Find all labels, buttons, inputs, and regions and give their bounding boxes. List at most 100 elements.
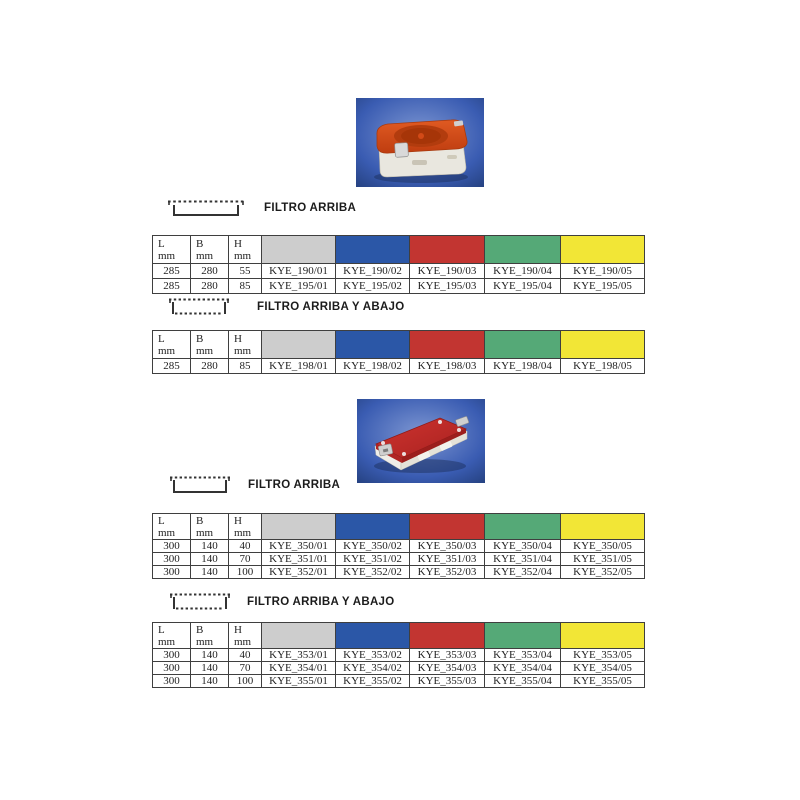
dim-value: 280 <box>190 358 229 374</box>
product-code: KYE_352/04 <box>484 565 561 579</box>
product-code: KYE_198/03 <box>409 358 485 374</box>
dim-value: 100 <box>228 674 262 688</box>
product-code: KYE_353/01 <box>261 648 336 662</box>
color-header-blue <box>335 330 410 359</box>
product-code: KYE_350/04 <box>484 539 561 553</box>
table-row: 285 280 55 KYE_190/01 KYE_190/02 KYE_190… <box>152 263 645 279</box>
product-code: KYE_354/01 <box>261 661 336 675</box>
product-code: KYE_353/02 <box>335 648 410 662</box>
color-header-green <box>484 513 561 540</box>
product-code: KYE_355/01 <box>261 674 336 688</box>
filter-top-bottom-icon <box>170 593 230 610</box>
product-code: KYE_351/04 <box>484 552 561 566</box>
dim-value: 140 <box>190 661 229 675</box>
product-code: KYE_355/05 <box>560 674 645 688</box>
table-row: 300 140 100 KYE_355/01 KYE_355/02 KYE_35… <box>152 674 645 688</box>
color-header-gray <box>261 513 336 540</box>
color-header-red <box>409 513 485 540</box>
product-code: KYE_351/01 <box>261 552 336 566</box>
filter-top-icon <box>170 476 230 493</box>
section-heading: FILTRO ARRIBA Y ABAJO <box>257 301 405 313</box>
color-header-green <box>484 235 561 264</box>
product-code: KYE_350/03 <box>409 539 485 553</box>
table-row: 285 280 85 KYE_195/01 KYE_195/02 KYE_195… <box>152 278 645 294</box>
table-row: 285 280 85 KYE_198/01 KYE_198/02 KYE_198… <box>152 358 645 374</box>
table-row: 300 140 70 KYE_354/01 KYE_354/02 KYE_354… <box>152 661 645 675</box>
flat-container-illustration <box>357 399 485 483</box>
product-code: KYE_352/02 <box>335 565 410 579</box>
product-code: KYE_195/01 <box>261 278 336 294</box>
product-code: KYE_190/05 <box>560 263 645 279</box>
color-header-red <box>409 235 485 264</box>
product-code: KYE_355/03 <box>409 674 485 688</box>
product-code: KYE_190/03 <box>409 263 485 279</box>
product-code: KYE_352/03 <box>409 565 485 579</box>
color-header-red <box>409 330 485 359</box>
product-code: KYE_353/03 <box>409 648 485 662</box>
dim-value: 280 <box>190 263 229 279</box>
product-code: KYE_352/01 <box>261 565 336 579</box>
product-code: KYE_198/01 <box>261 358 336 374</box>
dim-value: 140 <box>190 539 229 553</box>
dim-value: 140 <box>190 552 229 566</box>
dim-value: 285 <box>152 278 191 294</box>
color-header-yellow <box>560 235 645 264</box>
dim-value: 85 <box>228 358 262 374</box>
color-header-blue <box>335 622 410 649</box>
dim-value: 300 <box>152 552 191 566</box>
product-code: KYE_190/02 <box>335 263 410 279</box>
color-header-yellow <box>560 513 645 540</box>
product-code: KYE_195/05 <box>560 278 645 294</box>
product-code: KYE_354/04 <box>484 661 561 675</box>
product-code: KYE_198/02 <box>335 358 410 374</box>
product-code: KYE_351/03 <box>409 552 485 566</box>
section-heading: FILTRO ARRIBA <box>248 479 341 491</box>
product-code: KYE_195/03 <box>409 278 485 294</box>
dim-value: 140 <box>190 565 229 579</box>
section-head-4: FILTRO ARRIBA Y ABAJO <box>168 592 395 612</box>
dim-value: 285 <box>152 358 191 374</box>
color-header-gray <box>261 330 336 359</box>
section-heading: FILTRO ARRIBA <box>264 202 357 214</box>
color-header-yellow <box>560 330 645 359</box>
dim-value: 300 <box>152 539 191 553</box>
color-header-gray <box>261 235 336 264</box>
filter-top-icon <box>168 200 244 216</box>
product-code: KYE_352/05 <box>560 565 645 579</box>
square-container-photo <box>355 97 485 193</box>
color-header-green <box>484 622 561 649</box>
product-code: KYE_353/05 <box>560 648 645 662</box>
product-code: KYE_354/05 <box>560 661 645 675</box>
table-row: 300 140 100 KYE_352/01 KYE_352/02 KYE_35… <box>152 565 645 579</box>
dim-value: 40 <box>228 539 262 553</box>
color-header-red <box>409 622 485 649</box>
product-code: KYE_354/03 <box>409 661 485 675</box>
dim-value: 280 <box>190 278 229 294</box>
product-code: KYE_198/05 <box>560 358 645 374</box>
table-row: 300 140 40 KYE_353/01 KYE_353/02 KYE_353… <box>152 648 645 662</box>
section-heading: FILTRO ARRIBA Y ABAJO <box>247 596 395 608</box>
product-code: KYE_354/02 <box>335 661 410 675</box>
dim-value: 140 <box>190 674 229 688</box>
dim-value: 40 <box>228 648 262 662</box>
product-code: KYE_190/04 <box>484 263 561 279</box>
dim-value: 70 <box>228 661 262 675</box>
dim-value: 300 <box>152 565 191 579</box>
flat-container-photo <box>356 398 486 489</box>
color-header-green <box>484 330 561 359</box>
color-header-blue <box>335 513 410 540</box>
dim-value: 85 <box>228 278 262 294</box>
